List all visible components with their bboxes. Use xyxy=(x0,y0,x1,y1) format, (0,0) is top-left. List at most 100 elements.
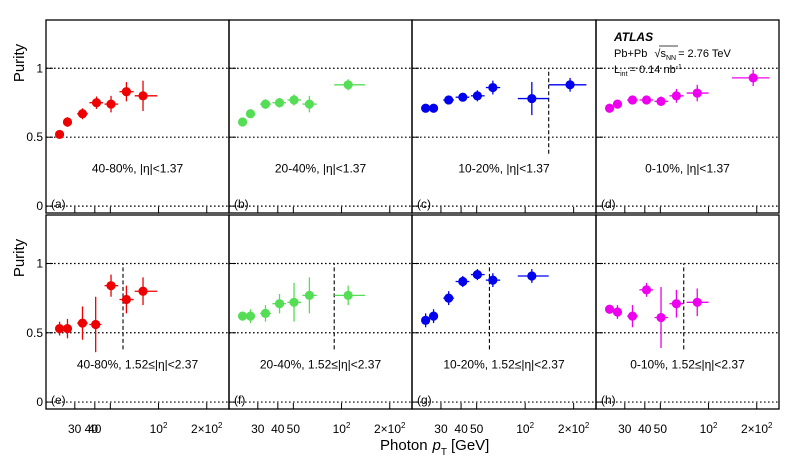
data-point xyxy=(428,103,439,113)
data-point xyxy=(245,311,256,321)
panel-e: 40-80%, 1.52≤|η|<2.37 (e) xyxy=(45,214,230,410)
data-point xyxy=(121,294,132,305)
panel-selection-label: 40-80%, 1.52≤|η|<2.37 xyxy=(77,357,199,371)
x-tick-label: 40 xyxy=(88,422,102,436)
data-point xyxy=(527,93,537,104)
data-point xyxy=(274,299,285,309)
data-point xyxy=(444,95,454,105)
panel-selection-label: 10-20%, |η|<1.37 xyxy=(458,161,550,175)
data-point xyxy=(121,87,132,97)
panel-index-label: (f) xyxy=(234,393,245,407)
atlas-label: ATLAS xyxy=(613,30,653,44)
panel-frame xyxy=(45,214,230,410)
x-tick-label: 102 xyxy=(150,421,168,436)
panel-index-label: (d) xyxy=(601,197,616,211)
data-point xyxy=(274,98,285,108)
panel-selection-label: 0-10%, 1.52≤|η|<2.37 xyxy=(630,357,745,371)
data-point xyxy=(692,297,702,307)
x-tick-label: 50 xyxy=(654,422,668,436)
data-point xyxy=(488,275,498,285)
panel-frame xyxy=(411,19,597,214)
data-point xyxy=(289,95,299,105)
data-point xyxy=(627,95,638,105)
panel-h: 0-10%, 1.52≤|η|<2.37 (h) xyxy=(595,214,780,410)
data-point xyxy=(138,91,148,101)
panel-d: 0-10%, |η|<1.37 (d) xyxy=(595,19,780,214)
data-point xyxy=(343,80,353,90)
x-tick-label: 30 xyxy=(251,422,265,436)
data-point xyxy=(641,95,652,105)
data-point xyxy=(444,293,454,303)
data-point xyxy=(62,324,73,334)
y-tick-label: 1 xyxy=(36,61,43,75)
data-point xyxy=(237,117,248,127)
panel-c: 10-20%, |η|<1.37 (c) xyxy=(411,19,597,214)
data-point xyxy=(289,297,299,307)
x-tick-label: 102 xyxy=(700,421,718,436)
data-point xyxy=(54,129,65,140)
data-point xyxy=(428,311,439,321)
data-point xyxy=(641,285,652,295)
data-point xyxy=(62,117,73,127)
data-point xyxy=(458,92,468,102)
x-tick-label: 40 xyxy=(271,422,285,436)
x-tick-label: 40 xyxy=(638,422,652,436)
panel-frame xyxy=(411,214,597,410)
data-point xyxy=(472,269,482,280)
y-axis-title-bottom: Purity xyxy=(11,238,28,277)
data-point xyxy=(421,315,431,325)
luminosity-label: Lint = 0.14 nb-1 xyxy=(614,64,682,78)
panel-index-label: (b) xyxy=(234,197,249,211)
data-point xyxy=(527,271,537,281)
data-point xyxy=(304,99,315,109)
data-point xyxy=(245,109,256,119)
x-tick-label: 2×102 xyxy=(741,421,773,436)
panel-frame xyxy=(228,214,413,410)
x-tick-label: 102 xyxy=(333,421,351,436)
x-tick-label: 30 xyxy=(434,422,448,436)
panel-index-label: (a) xyxy=(51,197,66,211)
data-point xyxy=(604,304,615,314)
data-point xyxy=(91,98,102,108)
panel-a: 40-80%, |η|<1.37 (a) xyxy=(45,19,230,214)
data-point xyxy=(106,281,116,291)
x-tick-label: 40 xyxy=(454,422,468,436)
panel-frame xyxy=(595,19,780,214)
data-point xyxy=(692,88,702,98)
panel-g: 10-20%, 1.52≤|η|<2.37 (g) xyxy=(411,214,597,410)
collision-system-label: Pb+Pb √sNN = 2.76 TeV xyxy=(614,48,731,62)
panel-selection-label: 20-40%, |η|<1.37 xyxy=(275,161,367,175)
y-axis-title-top: Purity xyxy=(11,43,28,82)
x-tick-label: 102 xyxy=(516,421,534,436)
panel-selection-label: 0-10%, |η|<1.37 xyxy=(645,161,730,175)
y-tick-label: 0 xyxy=(36,199,43,213)
panel-selection-label: 40-80%, |η|<1.37 xyxy=(92,161,184,175)
data-point xyxy=(565,80,575,90)
data-point xyxy=(91,319,101,330)
panel-frame xyxy=(45,19,230,214)
panel-b: 20-40%, |η|<1.37 (b) xyxy=(228,19,413,214)
data-point xyxy=(627,311,638,321)
x-tick-label: 50 xyxy=(470,422,484,436)
data-point xyxy=(260,99,271,109)
panel-index-label: (h) xyxy=(601,393,616,407)
x-tick-label: 30 xyxy=(618,422,632,436)
atlas-legend: ATLAS Pb+Pb √sNN = 2.76 TeV Lint = 0.14 nb… xyxy=(613,30,731,78)
y-tick-label: 0 xyxy=(36,395,43,409)
x-axis-title: Photon pT [GeV] xyxy=(380,437,489,458)
y-tick-label: 0.5 xyxy=(26,130,43,144)
data-point xyxy=(671,91,682,101)
panel-f: 20-40%, 1.52≤|η|<2.37 (f) xyxy=(228,214,413,410)
data-point xyxy=(472,91,482,101)
panels-layer: 40-80%, |η|<1.37(a)20-40%, |η|<1.37(b)10… xyxy=(26,19,780,436)
x-tick-label: 2×102 xyxy=(558,421,590,436)
y-tick-label: 0.5 xyxy=(26,326,43,340)
data-point xyxy=(612,99,623,109)
data-point xyxy=(656,312,666,323)
data-point xyxy=(237,311,248,321)
data-point xyxy=(54,324,65,334)
panel-index-label: (c) xyxy=(417,197,431,211)
data-point xyxy=(604,103,615,113)
data-point xyxy=(304,290,315,300)
